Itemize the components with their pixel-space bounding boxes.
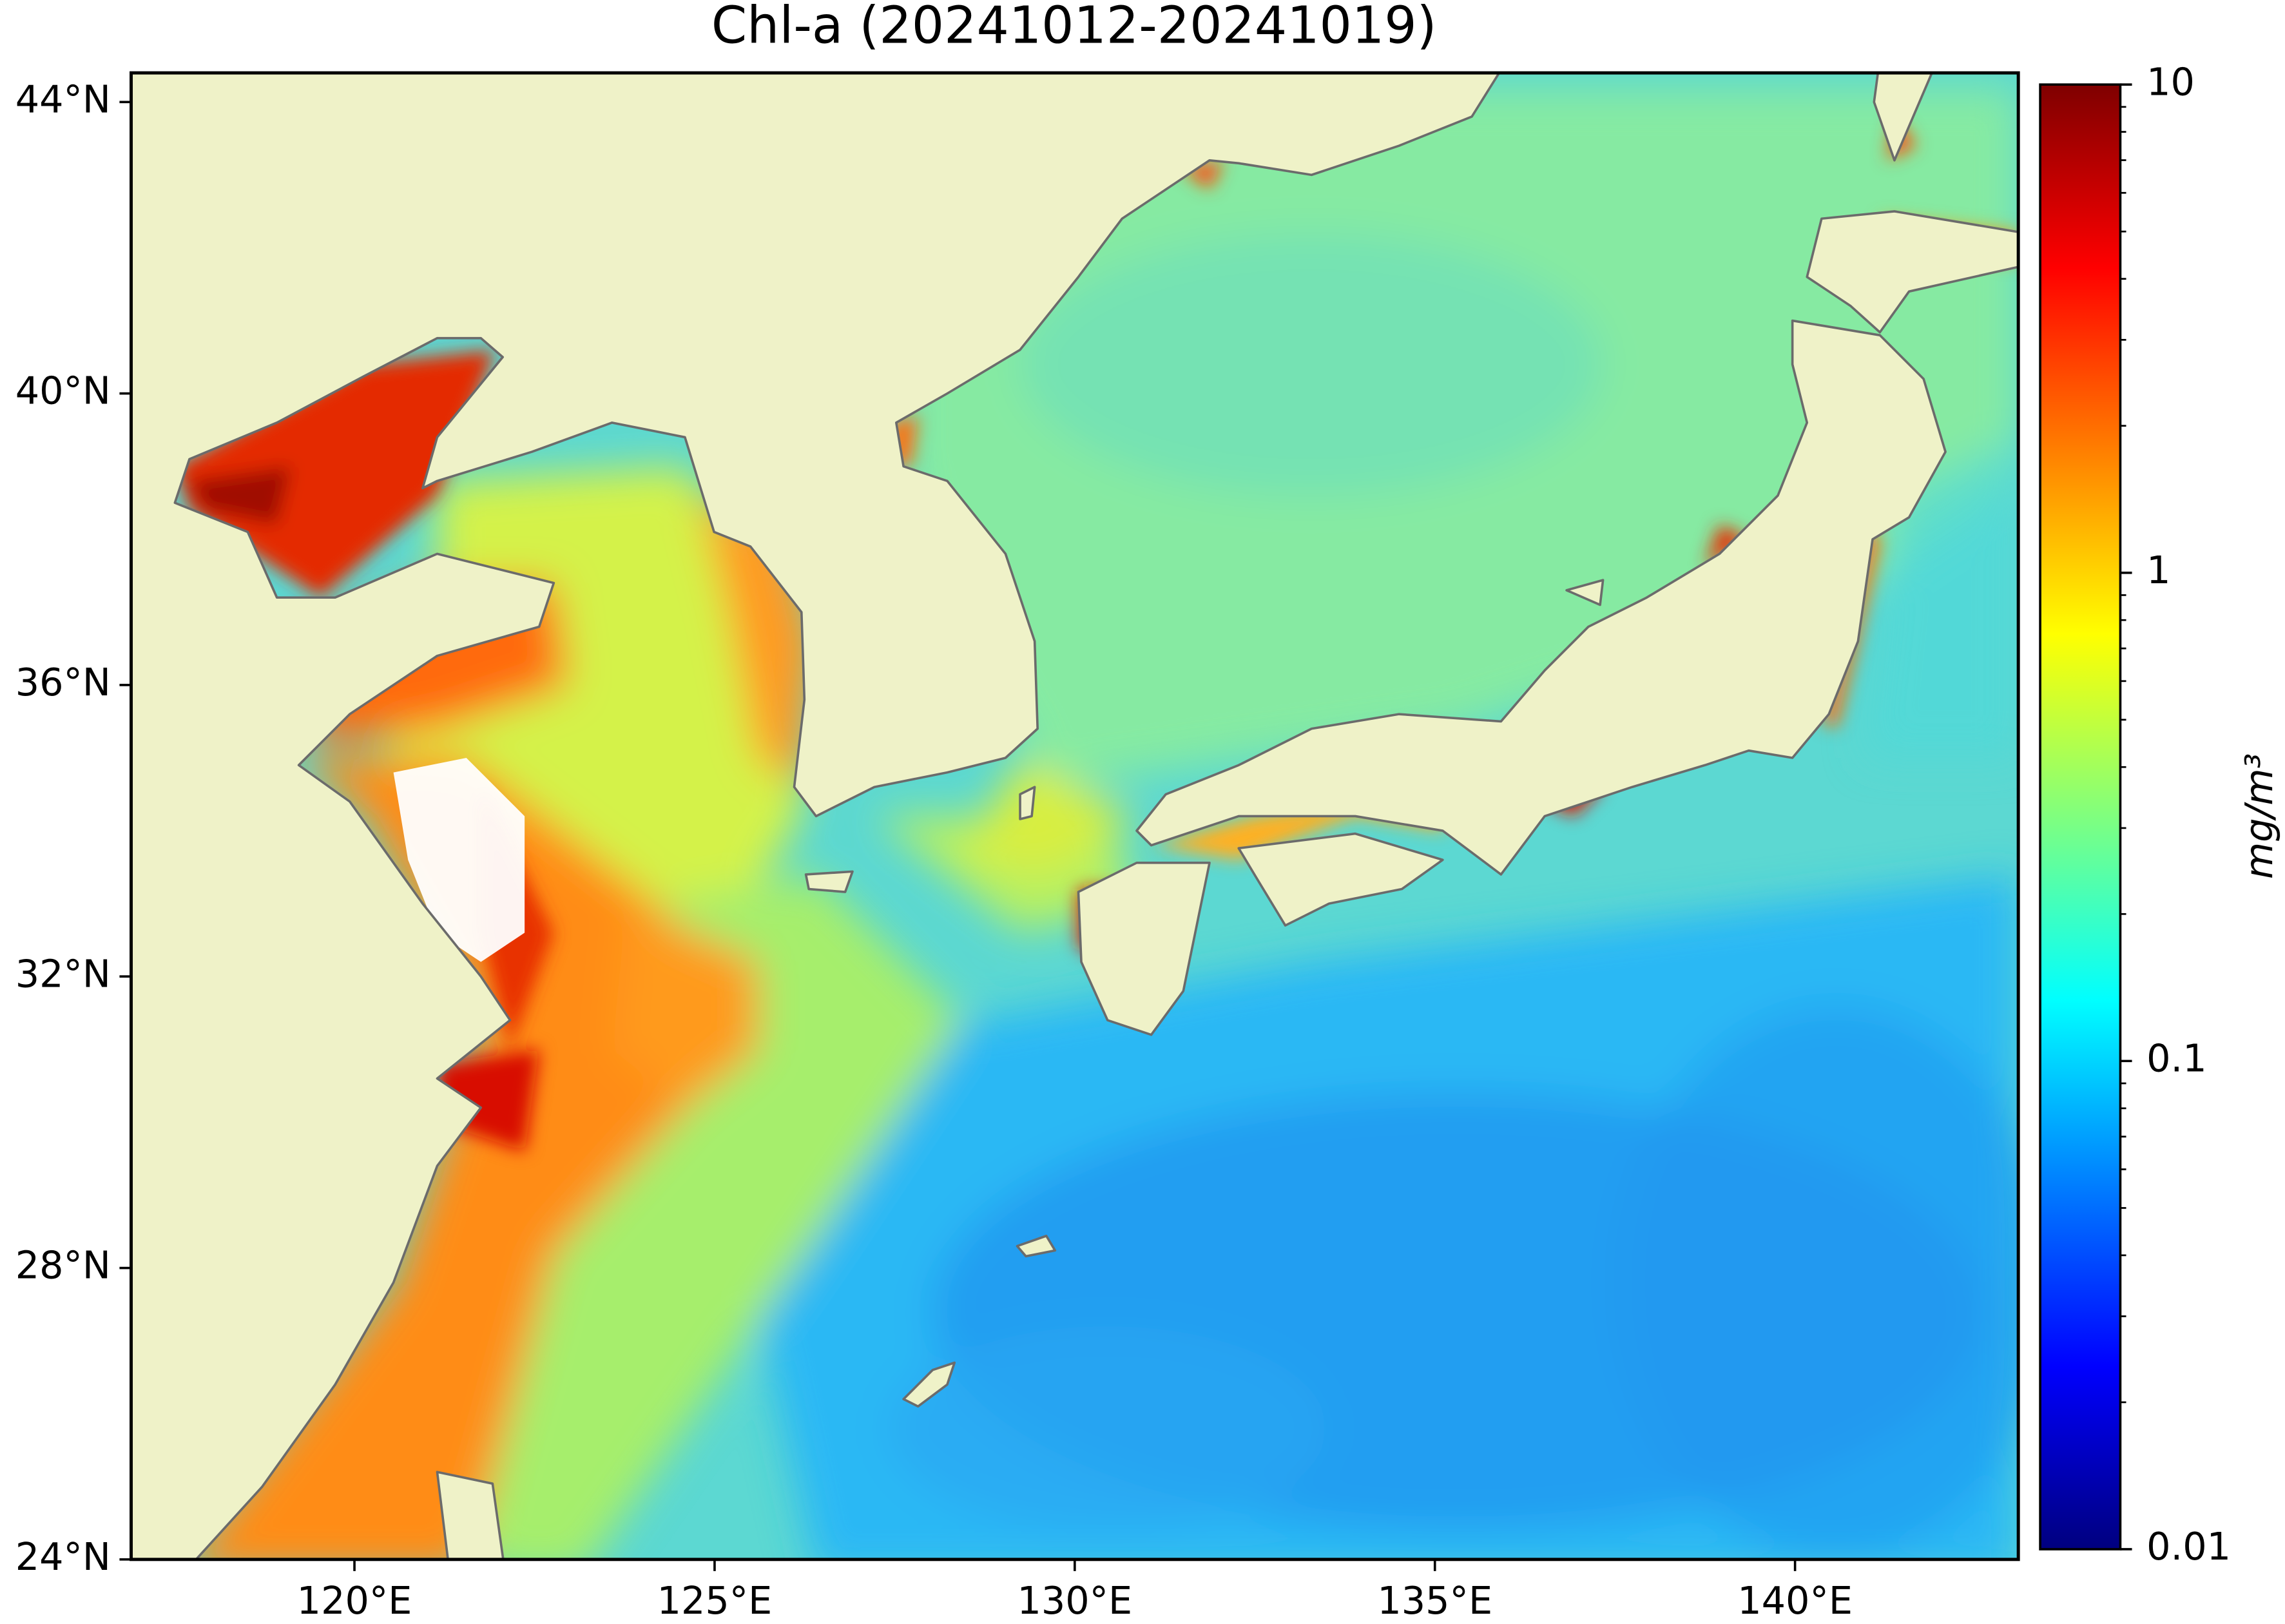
tsushima bbox=[1019, 786, 1036, 820]
mainland bbox=[131, 73, 1501, 1560]
sakhalin bbox=[1873, 73, 1934, 162]
colorbar-label: mg/m³ bbox=[2237, 753, 2281, 879]
sado bbox=[1565, 579, 1605, 606]
honshu bbox=[1135, 319, 1947, 876]
y-tick-label: 40°N bbox=[15, 369, 111, 413]
chart-title: Chl-a (20241012-20241019) bbox=[711, 0, 1437, 55]
y-tick-label: 36°N bbox=[15, 660, 111, 704]
y-tick-label: 44°N bbox=[15, 77, 111, 121]
hokkaido bbox=[1806, 210, 2019, 334]
taiwan bbox=[436, 1471, 505, 1560]
map-area bbox=[131, 73, 2019, 1560]
shikoku bbox=[1237, 832, 1444, 927]
y-tick-label: 28°N bbox=[15, 1243, 111, 1288]
y-tick-label: 32°N bbox=[15, 951, 111, 996]
no-data bbox=[393, 757, 525, 962]
x-tick-label: 120°E bbox=[297, 1578, 412, 1623]
y-tick-label: 24°N bbox=[15, 1534, 111, 1579]
kyushu bbox=[1077, 862, 1211, 1036]
axes: 120°E 125°E 130°E 135°E 140°E 24°N 28°N 32°N 36°… bbox=[15, 77, 1853, 1622]
colorbar: mg/m³ 0.01 0.1 1 10 bbox=[2039, 59, 2281, 1569]
land bbox=[131, 73, 2019, 1560]
colorbar-tick-label: 1 bbox=[2146, 548, 2170, 592]
x-tick-label: 135°E bbox=[1377, 1578, 1492, 1623]
x-tick-label: 130°E bbox=[1017, 1578, 1132, 1623]
okinawa bbox=[902, 1361, 956, 1408]
x-tick-label: 140°E bbox=[1737, 1578, 1853, 1623]
colorbar-tick-label: 0.01 bbox=[2146, 1524, 2231, 1569]
jeju bbox=[804, 870, 854, 893]
amami bbox=[1016, 1234, 1057, 1258]
colorbar-tick-label: 0.1 bbox=[2146, 1036, 2206, 1080]
colorbar-scale bbox=[2039, 83, 2122, 1551]
colorbar-tick-label: 10 bbox=[2146, 59, 2195, 104]
x-tick-label: 125°E bbox=[657, 1578, 773, 1623]
